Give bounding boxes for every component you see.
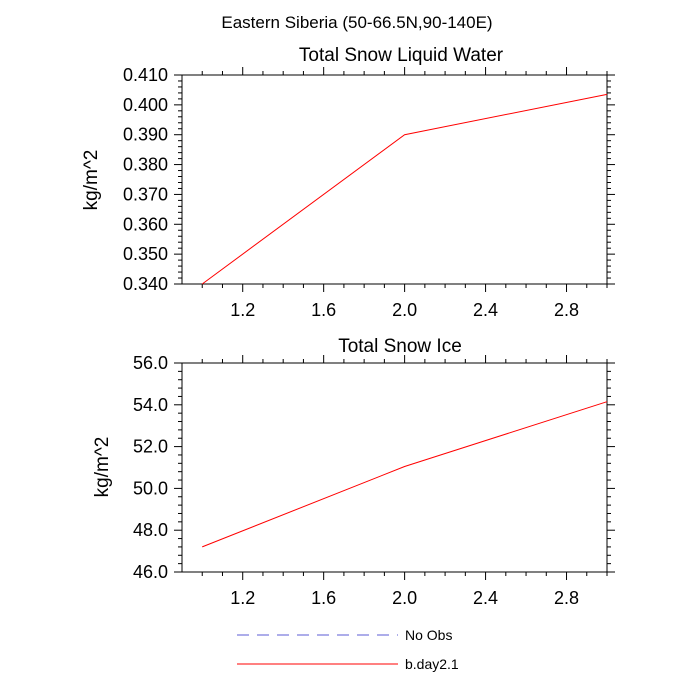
chart-title: Total Snow Liquid Water xyxy=(299,45,504,66)
y-tick-label: 0.410 xyxy=(123,65,168,85)
x-tick-label: 2.8 xyxy=(554,588,579,608)
y-tick-label: 52.0 xyxy=(133,437,168,457)
y-tick-label: 0.360 xyxy=(123,214,168,234)
plot-frame xyxy=(181,74,608,285)
x-tick-label: 2.4 xyxy=(473,588,498,608)
figure-title: Eastern Siberia (50-66.5N,90-140E) xyxy=(221,13,492,32)
y-tick-label: 0.350 xyxy=(123,244,168,264)
y-tick-label: 50.0 xyxy=(133,478,168,498)
y-tick-label: 48.0 xyxy=(133,520,168,540)
y-tick-label: 0.370 xyxy=(123,184,168,204)
y-tick-label: 54.0 xyxy=(133,395,168,415)
series-line-b-day2-1 xyxy=(202,401,608,548)
plot-frame xyxy=(181,362,608,573)
x-tick-label: 1.2 xyxy=(230,300,255,320)
x-tick-label: 1.6 xyxy=(311,300,336,320)
y-tick-label: 0.380 xyxy=(123,155,168,175)
series-line-b-day2-1 xyxy=(201,93,608,285)
y-tick-label: 0.400 xyxy=(123,95,168,115)
x-tick-label: 2.0 xyxy=(392,300,417,320)
chart-title: Total Snow Ice xyxy=(338,336,462,357)
y-axis-label: kg/m^2 xyxy=(81,150,102,211)
panel-snow-ice: Total Snow Ice kg/m^2 1.2 1.6 2.0 2.4 2.8 46.… xyxy=(92,336,615,608)
legend-label-b-day2-1: b.day2.1 xyxy=(405,656,459,672)
y-tick-label: 56.0 xyxy=(133,353,168,373)
x-tick-label: 2.8 xyxy=(554,300,579,320)
x-tick-label: 1.2 xyxy=(230,588,255,608)
legend: No Obs b.day2.1 xyxy=(237,627,459,672)
x-tick-label: 1.6 xyxy=(311,588,336,608)
x-tick-label: 2.4 xyxy=(473,300,498,320)
panel-liquid-water: Total Snow Liquid Water kg/m^2 1.2 1.6 2.0… xyxy=(81,45,615,320)
y-tick-label: 0.340 xyxy=(123,274,168,294)
y-tick-label: 46.0 xyxy=(133,562,168,582)
y-axis-label: kg/m^2 xyxy=(92,437,113,498)
x-tick-label: 2.0 xyxy=(392,588,417,608)
y-tick-label: 0.390 xyxy=(123,125,168,145)
legend-label-no-obs: No Obs xyxy=(405,627,452,643)
